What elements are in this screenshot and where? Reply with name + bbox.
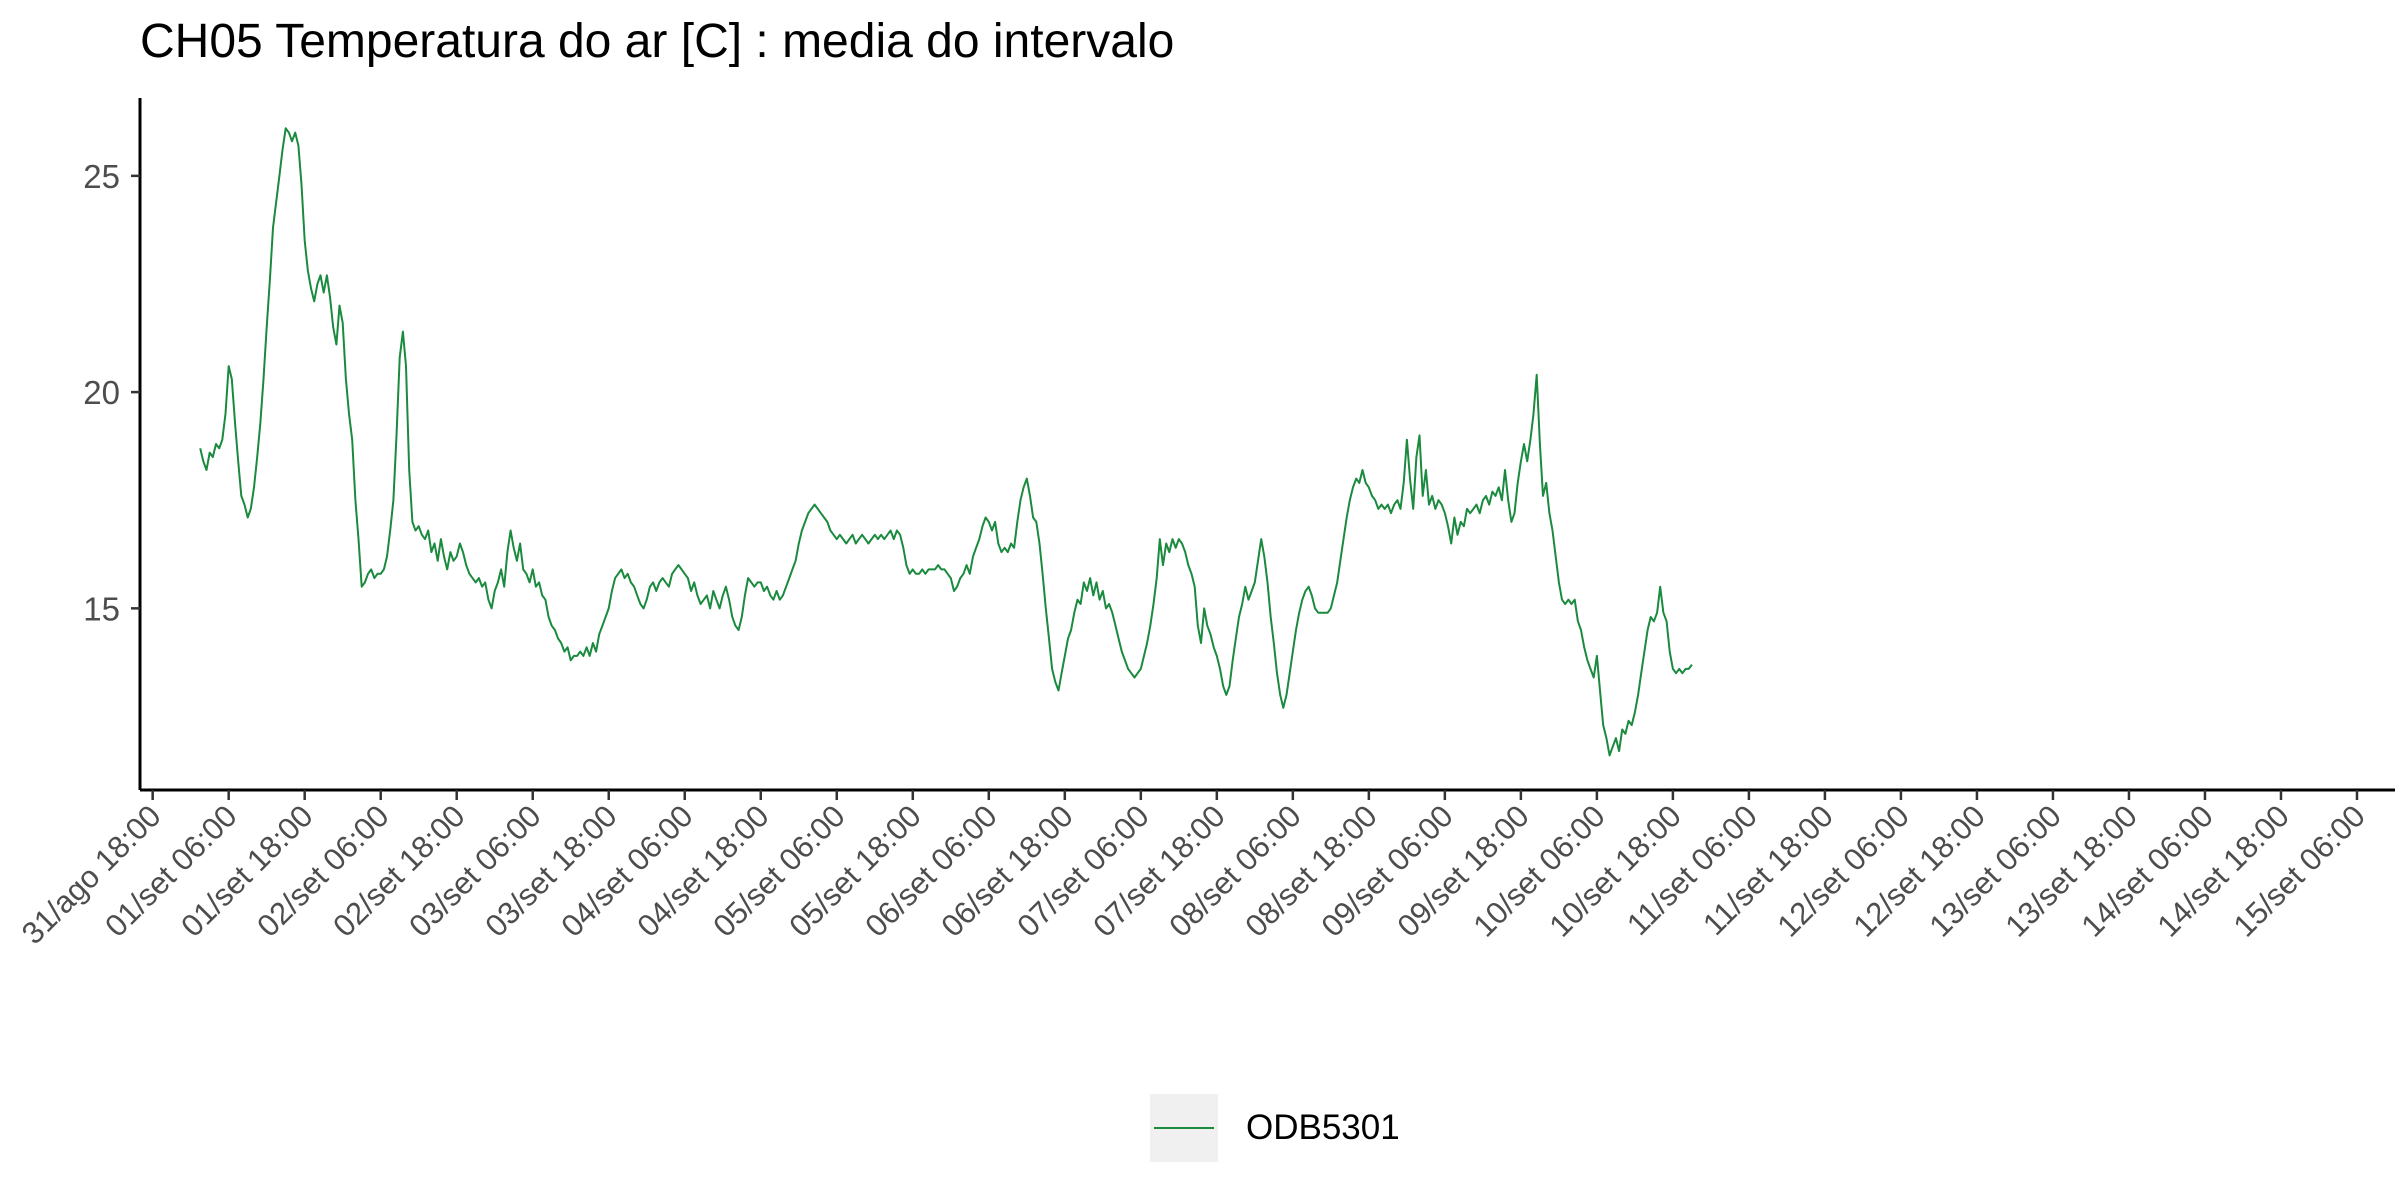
series-line-odb5301	[199, 127, 1693, 757]
series-lines	[199, 127, 1693, 757]
y-tick-label: 15	[83, 590, 120, 627]
legend: ODB5301	[1150, 1094, 1400, 1162]
legend-key	[1150, 1094, 1218, 1162]
legend-label-odb5301: ODB5301	[1246, 1108, 1400, 1147]
y-tick-label: 20	[83, 374, 120, 411]
y-axis: 15 20 25	[83, 98, 142, 790]
chart-title: CH05 Temperatura do ar [C] : media do in…	[140, 15, 1175, 68]
y-tick-label: 25	[83, 158, 120, 195]
legend-key-line	[1154, 1127, 1214, 1129]
